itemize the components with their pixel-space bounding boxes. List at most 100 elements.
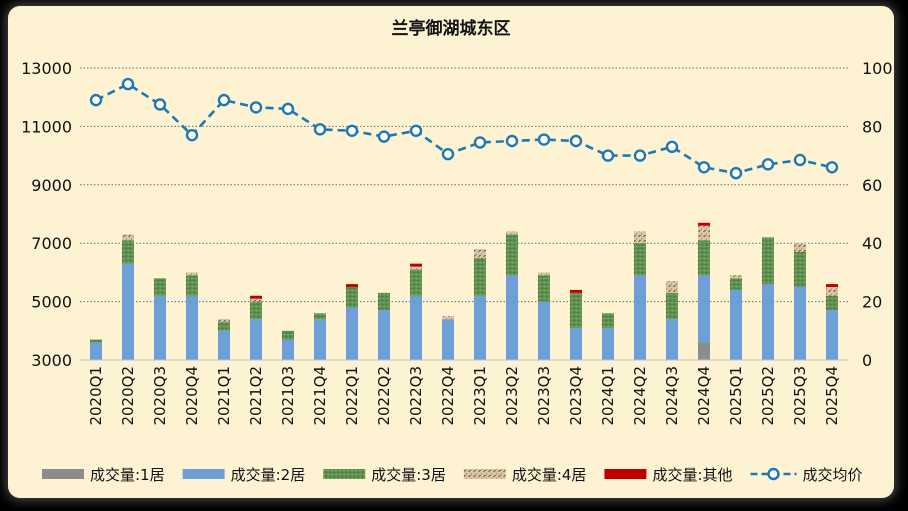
bar-segment	[826, 310, 838, 360]
x-tick-label: 2023Q1	[471, 366, 489, 426]
legend-swatch	[463, 469, 506, 479]
x-tick-label: 2021Q4	[311, 366, 329, 426]
bar-segment	[826, 295, 838, 311]
legend-swatch	[323, 469, 366, 479]
bar-segment	[538, 301, 550, 360]
price-point	[153, 98, 167, 111]
price-point	[217, 93, 231, 107]
bar-segment	[474, 249, 486, 258]
right-tick-label: 20	[862, 293, 882, 312]
bar-segment	[602, 313, 614, 328]
x-tick-label: 2023Q2	[503, 366, 521, 426]
x-tick-label: 2020Q1	[87, 366, 105, 426]
bar-segment	[634, 243, 646, 276]
price-point	[825, 161, 839, 174]
price-point	[89, 93, 103, 107]
legend-swatch	[604, 469, 647, 479]
price-point	[665, 140, 679, 154]
bar-segment	[698, 342, 710, 360]
bar-segment	[570, 327, 582, 360]
bar-segment	[250, 295, 262, 299]
bar-segment	[570, 292, 582, 328]
bar-segment	[186, 295, 198, 360]
left-tick-label: 11000	[21, 117, 72, 136]
bar-segment	[474, 295, 486, 360]
price-point	[345, 124, 359, 137]
left-tick-label: 9000	[31, 176, 72, 195]
price-point	[185, 128, 199, 142]
price-point	[249, 101, 263, 114]
bar-segment	[442, 316, 454, 320]
x-tick-label: 2022Q2	[375, 366, 393, 426]
bar-segment	[154, 278, 166, 296]
price-point	[377, 130, 391, 143]
grid-lines	[80, 67, 848, 303]
legend-label: 成交量:其他	[652, 466, 732, 484]
bar-segment	[410, 266, 422, 270]
right-tick-label: 60	[862, 176, 882, 195]
bar-segment	[314, 319, 326, 360]
bar-segment	[794, 243, 806, 252]
price-point	[537, 133, 551, 146]
left-tick-label: 7000	[31, 234, 72, 253]
legend-label: 成交量:2居	[231, 466, 306, 484]
bar-segment	[570, 289, 582, 293]
legend-label: 成交量:1居	[90, 466, 165, 484]
price-point	[697, 161, 711, 174]
legend-label: 成交量:4居	[512, 466, 587, 484]
x-tick-label: 2024Q1	[599, 366, 617, 426]
bar-segment	[186, 272, 198, 276]
x-tick-label: 2021Q1	[215, 366, 233, 426]
x-tick-label: 2024Q4	[695, 366, 713, 426]
x-tick-label: 2020Q4	[183, 366, 201, 426]
price-point	[441, 147, 455, 161]
price-point	[793, 153, 807, 167]
bar-segment	[698, 275, 710, 343]
bar-segment	[410, 269, 422, 296]
bar-segment	[154, 295, 166, 360]
bar-segment	[474, 257, 486, 296]
price-point	[569, 134, 583, 148]
price-point	[121, 77, 135, 91]
price-line	[95, 82, 833, 175]
x-tick-label: 2025Q3	[791, 366, 809, 426]
bar-segment	[506, 231, 518, 235]
legend-swatch	[42, 469, 84, 479]
right-tick-label: 0	[862, 351, 872, 370]
bar-segment	[538, 275, 550, 302]
bar-segment	[634, 275, 646, 360]
bar-segment	[730, 289, 742, 360]
legend: 成交量:1居 成交量:2居 成交量:3居 成交量:4居 成交量:其他 成交均价	[42, 466, 863, 484]
bar-segment	[666, 292, 678, 320]
bar-segment	[698, 225, 710, 241]
bar-segment	[826, 287, 838, 296]
right-tick-label: 40	[862, 234, 882, 253]
bar-segment	[794, 287, 806, 360]
x-tick-label: 2022Q3	[407, 366, 425, 426]
bar-segment	[282, 339, 294, 360]
x-tick-label: 2025Q1	[727, 366, 745, 426]
bar-segment	[666, 281, 678, 293]
bar-segment	[538, 272, 550, 276]
bar-segment	[186, 275, 198, 296]
price-point	[761, 158, 775, 171]
bar-segment	[730, 278, 742, 290]
right-tick-label: 80	[862, 117, 882, 136]
legend-label: 成交均价	[803, 466, 863, 484]
price-point	[313, 123, 327, 136]
bar-segment	[378, 310, 390, 360]
bar-segment	[122, 263, 134, 360]
bar-segment	[762, 237, 774, 285]
bar-segment	[410, 263, 422, 267]
bar-segment	[250, 319, 262, 360]
left-tick-label: 5000	[31, 293, 72, 312]
x-tick-label: 2020Q3	[151, 366, 169, 426]
bar-segment	[442, 319, 454, 360]
bar-segment	[506, 275, 518, 360]
x-tick-label: 2020Q2	[119, 366, 137, 426]
price-point	[409, 124, 423, 137]
left-tick-label: 13000	[21, 59, 72, 78]
legend-marker	[767, 467, 780, 481]
bar-segment	[378, 292, 390, 311]
chart-svg: 兰亭御湖城东区 3000 5000 7000 9000 11000 13000 0 20 40 6…	[21, 18, 892, 484]
